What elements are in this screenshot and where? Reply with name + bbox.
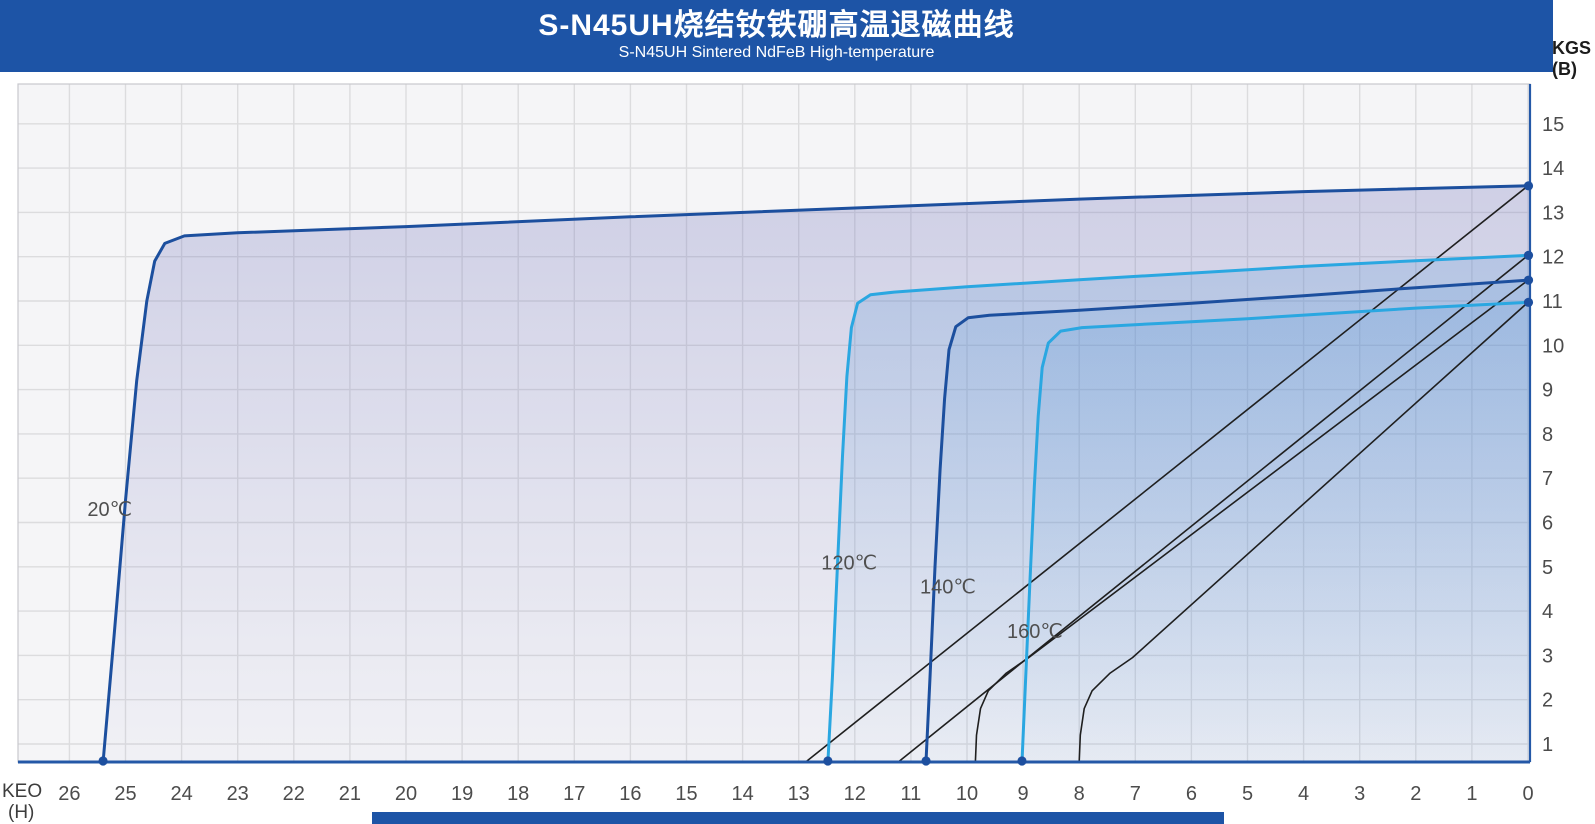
y-axis-unit: KGS (B) <box>1552 38 1591 80</box>
y-tick-label: 1 <box>1542 734 1553 756</box>
title-bar: S-N45UH烧结钕铁硼高温退磁曲线 S-N45UH Sintered NdFe… <box>0 0 1553 72</box>
temperature-label-140℃: 140℃ <box>920 577 976 599</box>
curve-20C-normal <box>805 185 1529 763</box>
x-tick-label: 13 <box>788 783 810 805</box>
x-tick-label: 2 <box>1410 783 1421 805</box>
curve-140C-normal <box>974 279 1529 762</box>
x-tick-label: 23 <box>227 783 249 805</box>
page-subtitle: S-N45UH Sintered NdFeB High-temperature <box>618 44 935 61</box>
data-point-remanence-20℃ <box>1523 181 1534 191</box>
x-tick-label: 16 <box>619 783 641 805</box>
x-axis-unit-line1: KEO <box>2 781 43 802</box>
temperature-label-120℃: 120℃ <box>821 552 877 574</box>
x-axis-unit: KEO (H) <box>2 781 42 823</box>
x-tick-label: 19 <box>451 783 473 805</box>
data-point-remanence-120℃ <box>1523 250 1534 260</box>
y-tick-label: 4 <box>1542 601 1553 623</box>
curve-160C-normal <box>1078 301 1529 762</box>
data-point-coercivity-120℃ <box>823 756 833 766</box>
y-tick-label: 5 <box>1542 557 1553 579</box>
x-axis-unit-line2: (H) <box>8 802 35 823</box>
curve-140C-intrinsic <box>924 278 1530 764</box>
y-tick-label: 10 <box>1542 335 1564 357</box>
data-point-coercivity-20℃ <box>98 756 108 766</box>
x-tick-label: 25 <box>114 783 136 805</box>
temperature-label-20℃: 20℃ <box>87 499 132 521</box>
x-tick-label: 7 <box>1130 783 1141 805</box>
x-tick-label: 26 <box>58 783 80 805</box>
x-tick-label: 0 <box>1522 783 1533 805</box>
y-axis-unit-line1: KGS <box>1552 38 1592 58</box>
y-tick-label: 12 <box>1542 247 1564 269</box>
x-tick-label: 11 <box>901 783 922 805</box>
y-tick-label: 7 <box>1542 468 1553 490</box>
data-point-remanence-160℃ <box>1523 297 1534 307</box>
page-title: S-N45UH烧结钕铁硼高温退磁曲线 <box>538 9 1015 42</box>
curve-160C-intrinsic <box>1020 300 1530 764</box>
y-tick-label: 11 <box>1542 291 1563 313</box>
x-tick-label: 18 <box>507 783 529 805</box>
x-tick-label: 3 <box>1354 783 1365 805</box>
x-tick-label: 24 <box>170 783 192 805</box>
y-tick-label: 9 <box>1542 380 1553 402</box>
x-tick-label: 17 <box>563 783 585 805</box>
x-tick-label: 12 <box>844 783 866 805</box>
data-point-coercivity-140℃ <box>921 756 931 766</box>
y-tick-label: 3 <box>1542 645 1553 667</box>
x-tick-label: 14 <box>731 783 753 805</box>
x-tick-label: 21 <box>339 783 361 805</box>
y-tick-label: 6 <box>1542 513 1553 535</box>
fill-area-160C-intrinsic <box>1022 302 1530 762</box>
x-tick-label: 20 <box>395 783 417 805</box>
y-axis-unit-line2: (B) <box>1552 59 1577 79</box>
curve-120C-intrinsic <box>826 253 1530 764</box>
temperature-label-160℃: 160℃ <box>1007 621 1063 643</box>
data-point-coercivity-160℃ <box>1017 756 1027 766</box>
x-tick-label: 22 <box>283 783 305 805</box>
x-tick-label: 1 <box>1466 783 1477 805</box>
y-tick-label: 8 <box>1542 424 1553 446</box>
y-tick-label: 14 <box>1542 158 1564 180</box>
x-tick-label: 15 <box>675 783 697 805</box>
x-tick-label: 9 <box>1018 783 1029 805</box>
x-tick-label: 5 <box>1242 783 1253 805</box>
y-tick-label: 2 <box>1542 690 1553 712</box>
curve-120C-normal <box>898 254 1529 763</box>
y-tick-label: 15 <box>1542 114 1564 136</box>
footer-bar <box>371 812 1224 824</box>
curve-20C-intrinsic <box>101 184 1530 764</box>
x-tick-label: 8 <box>1074 783 1085 805</box>
y-tick-label: 13 <box>1542 202 1564 224</box>
data-point-remanence-140℃ <box>1523 275 1534 285</box>
x-tick-label: 6 <box>1186 783 1197 805</box>
x-tick-label: 4 <box>1298 783 1309 805</box>
x-tick-label: 10 <box>956 783 978 805</box>
